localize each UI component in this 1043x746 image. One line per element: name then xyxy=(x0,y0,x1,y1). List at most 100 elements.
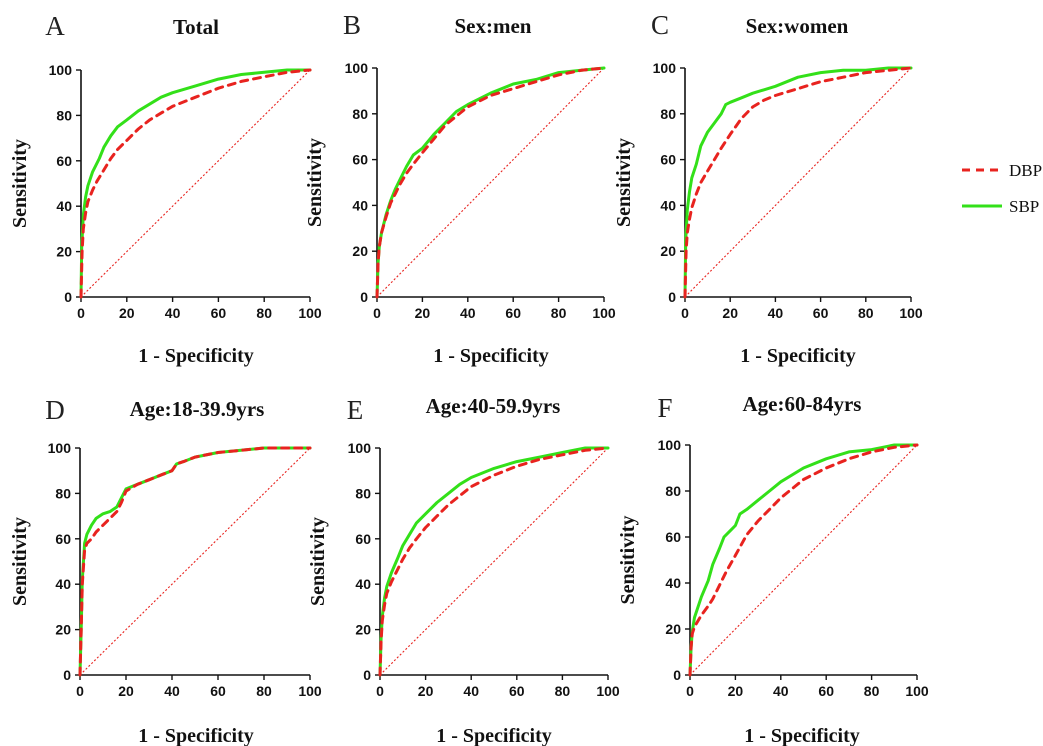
y-tick-label: 20 xyxy=(352,243,368,259)
x-axis-label: 1 - Specificity xyxy=(740,345,856,367)
x-tick-label: 60 xyxy=(210,683,226,699)
x-tick-label: 80 xyxy=(858,305,874,321)
panel-letter: C xyxy=(651,10,669,40)
y-tick-label: 40 xyxy=(56,198,72,214)
y-tick-label: 40 xyxy=(660,197,676,213)
y-tick-label: 40 xyxy=(665,575,681,591)
reference-diagonal xyxy=(376,67,605,298)
x-tick-label: 0 xyxy=(76,683,84,699)
reference-diagonal xyxy=(689,444,918,676)
y-axis-label: Sensitivity xyxy=(307,517,329,606)
x-tick-label: 20 xyxy=(418,683,434,699)
y-tick-label: 20 xyxy=(355,622,371,638)
panel-c: C Sex:women 0 20 40 60 80 100 0 20 40 60 80 100 1 - Sp… xyxy=(613,10,923,367)
y-axis-label: Sensitivity xyxy=(9,139,31,228)
y-tick-label: 80 xyxy=(355,485,371,501)
x-tick-label: 80 xyxy=(555,683,571,699)
panel-f: F Age:60-84yrs 0 20 40 60 80 100 0 20 40 60 80 100 1 -… xyxy=(617,392,929,746)
y-tick-label: 40 xyxy=(55,576,71,592)
x-tick-label: 100 xyxy=(596,683,620,699)
legend: DBP SBP xyxy=(962,161,1042,216)
y-tick-label: 0 xyxy=(363,667,371,683)
x-tick-label: 20 xyxy=(728,683,744,699)
series-line-dbp xyxy=(378,446,610,677)
panel-letter: E xyxy=(347,395,364,425)
panel-d: D Age:18-39.9yrs 0 20 40 60 80 100 0 20 40 60 80 100 1… xyxy=(9,395,322,746)
x-axis-label: 1 - Specificity xyxy=(744,725,860,746)
reference-diagonal xyxy=(80,69,311,298)
y-tick-label: 0 xyxy=(64,289,72,305)
x-tick-label: 80 xyxy=(864,683,880,699)
y-tick-label: 60 xyxy=(665,529,681,545)
reference-diagonal xyxy=(379,447,609,676)
x-tick-label: 100 xyxy=(298,683,322,699)
x-tick-label: 100 xyxy=(298,305,322,321)
y-tick-label: 60 xyxy=(56,153,72,169)
legend-label-dbp: DBP xyxy=(1009,161,1042,180)
y-tick-label: 20 xyxy=(660,243,676,259)
series-line-dbp xyxy=(78,446,312,677)
x-tick-label: 0 xyxy=(686,683,694,699)
x-axis-label: 1 - Specificity xyxy=(436,725,552,746)
x-tick-label: 20 xyxy=(119,305,135,321)
panel-title: Total xyxy=(173,15,219,39)
x-tick-label: 40 xyxy=(463,683,479,699)
y-tick-label: 100 xyxy=(653,60,677,76)
x-axis-label: 1 - Specificity xyxy=(433,345,549,367)
series-line-dbp xyxy=(688,443,919,677)
y-axis-label: Sensitivity xyxy=(9,517,31,606)
x-tick-label: 40 xyxy=(460,305,476,321)
y-tick-label: 100 xyxy=(49,62,73,78)
y-tick-label: 20 xyxy=(56,244,72,260)
panel-title: Age:60-84yrs xyxy=(743,392,862,416)
y-tick-label: 80 xyxy=(660,106,676,122)
panel-title: Age:40-59.9yrs xyxy=(426,394,561,418)
x-tick-label: 40 xyxy=(164,683,180,699)
x-tick-label: 100 xyxy=(592,305,616,321)
panel-a: A Total 0 20 40 60 80 100 0 20 40 60 80 100 1 - Specif… xyxy=(9,11,322,367)
series-line-sbp xyxy=(683,66,913,299)
panel-title: Sex:men xyxy=(455,14,532,38)
x-tick-label: 40 xyxy=(773,683,789,699)
y-tick-label: 0 xyxy=(63,667,71,683)
x-tick-label: 40 xyxy=(768,305,784,321)
y-tick-label: 60 xyxy=(660,152,676,168)
y-axis-label: Sensitivity xyxy=(304,138,326,227)
reference-diagonal xyxy=(79,447,311,676)
panel-letter: F xyxy=(657,393,672,423)
y-tick-label: 20 xyxy=(55,622,71,638)
y-tick-label: 0 xyxy=(673,667,681,683)
panel-letter: D xyxy=(45,395,65,425)
legend-label-sbp: SBP xyxy=(1009,197,1039,216)
y-tick-label: 60 xyxy=(352,152,368,168)
y-tick-label: 100 xyxy=(345,60,369,76)
x-tick-label: 0 xyxy=(77,305,85,321)
panel-letter: B xyxy=(343,10,361,40)
y-tick-label: 0 xyxy=(360,289,368,305)
x-tick-label: 80 xyxy=(256,683,272,699)
y-axis-label: Sensitivity xyxy=(613,138,635,227)
series-line-sbp xyxy=(79,68,312,299)
series-line-dbp xyxy=(79,68,312,299)
reference-diagonal xyxy=(684,67,912,298)
x-tick-label: 60 xyxy=(211,305,227,321)
x-tick-label: 60 xyxy=(509,683,525,699)
y-axis-label: Sensitivity xyxy=(617,516,639,605)
panel-e: E Age:40-59.9yrs 0 20 40 60 80 100 0 20 40 60 80 100 1… xyxy=(307,394,620,746)
y-tick-label: 60 xyxy=(55,531,71,547)
series-line-sbp xyxy=(688,443,919,677)
panel-b: B Sex:men 0 20 40 60 80 100 0 20 40 60 80 100 1 - Spec… xyxy=(304,10,616,367)
x-tick-label: 40 xyxy=(165,305,181,321)
y-tick-label: 80 xyxy=(56,107,72,123)
y-tick-label: 0 xyxy=(668,289,676,305)
x-tick-label: 60 xyxy=(818,683,834,699)
y-tick-label: 40 xyxy=(355,576,371,592)
series-line-dbp xyxy=(375,66,606,299)
series-line-dbp xyxy=(683,66,913,299)
panel-letter: A xyxy=(45,11,65,41)
y-tick-label: 60 xyxy=(355,531,371,547)
x-tick-label: 60 xyxy=(505,305,521,321)
panel-title: Sex:women xyxy=(746,14,849,38)
x-tick-label: 100 xyxy=(899,305,923,321)
